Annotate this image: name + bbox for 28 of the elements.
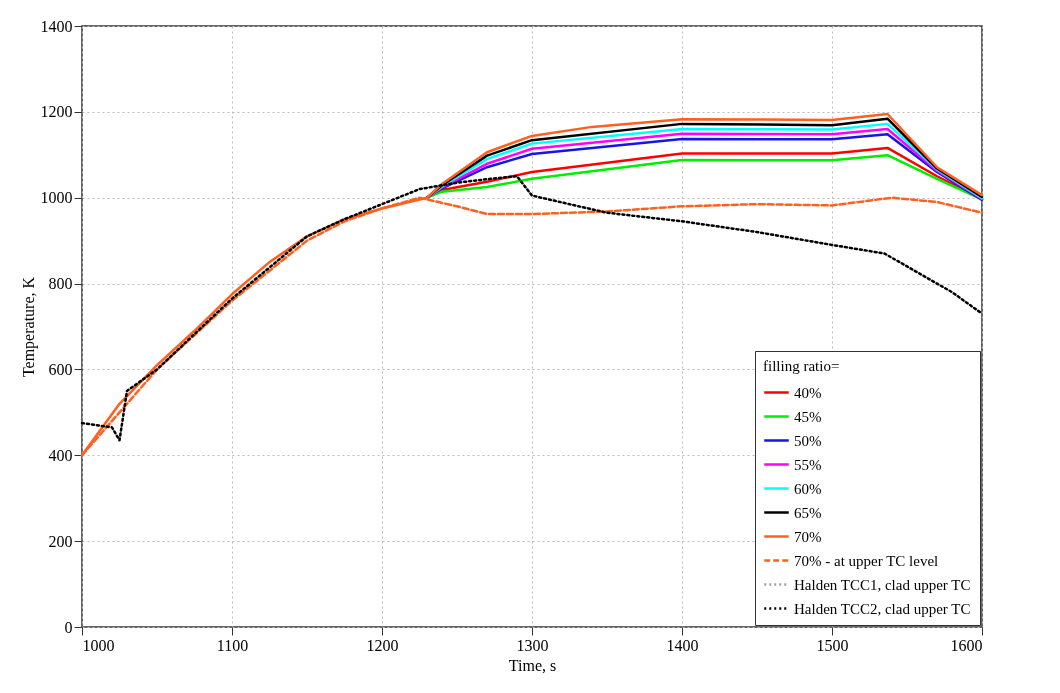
y-tick-label: 1200 — [40, 103, 73, 121]
y-tick-label: 1400 — [40, 17, 73, 35]
x-tick-label: 1600 — [950, 636, 983, 654]
legend-label: 45% — [794, 408, 822, 425]
y-tick-label: 400 — [48, 446, 73, 464]
y-tick-label: 200 — [48, 532, 73, 550]
legend-label: 60% — [794, 480, 822, 497]
x-tick-label: 1100 — [216, 636, 249, 654]
y-tick-label: 600 — [48, 360, 73, 378]
legend-label: 70% — [794, 528, 822, 545]
x-tick-label: 1500 — [816, 636, 849, 654]
legend-label: 55% — [794, 456, 822, 473]
y-tick-label: 800 — [48, 275, 73, 293]
y-axis-title: Temperature, K — [19, 276, 38, 378]
x-axis-title: Time, s — [508, 656, 557, 674]
y-tick-label: 1000 — [40, 189, 73, 207]
y-tick-label: 0 — [64, 618, 73, 636]
x-tick-label: 1300 — [516, 636, 549, 654]
legend-title: filling ratio= — [763, 358, 840, 374]
x-tick-label: 1400 — [666, 636, 699, 654]
legend-label: 70% - at upper TC level — [794, 552, 939, 569]
x-tick-label: 1000 — [82, 636, 115, 654]
x-tick-label: 1200 — [366, 636, 399, 654]
legend-label: Halden TCC1, clad upper TC — [794, 576, 971, 593]
legend-label: 50% — [794, 432, 822, 449]
legend-label: 40% — [794, 384, 822, 401]
legend-label: 65% — [794, 504, 822, 521]
legend-label: Halden TCC2, clad upper TC — [794, 600, 971, 617]
